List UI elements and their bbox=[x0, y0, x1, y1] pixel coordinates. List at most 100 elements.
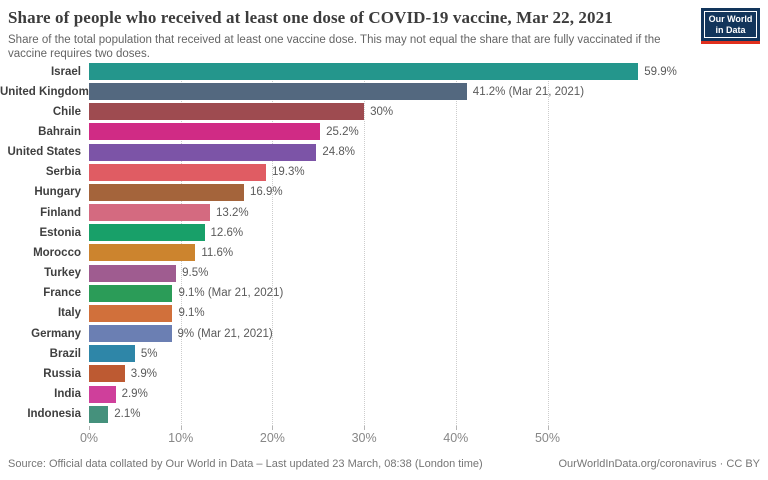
bar-row[interactable]: Italy 9.1% bbox=[0, 304, 768, 322]
value-label: 2.1% bbox=[114, 408, 141, 421]
owid-logo-frame: Our World in Data bbox=[704, 11, 757, 38]
bar-row[interactable]: Indonesia 2.1% bbox=[0, 405, 768, 423]
axis-tick bbox=[455, 426, 457, 430]
value-label: 13.2% bbox=[216, 206, 249, 219]
bar-row[interactable]: Brazil 5% bbox=[0, 345, 768, 363]
bar-row[interactable]: United States 24.8% bbox=[0, 143, 768, 161]
bar-track: 16.9% bbox=[89, 183, 768, 201]
axis-tick bbox=[180, 426, 182, 430]
country-label: France bbox=[43, 287, 81, 300]
bar-row[interactable]: Israel 59.9% bbox=[0, 63, 768, 80]
bar-track: 24.8% bbox=[89, 143, 768, 161]
bar[interactable] bbox=[89, 405, 109, 423]
country-label: Morocco bbox=[33, 246, 81, 259]
bar-row[interactable]: India 2.9% bbox=[0, 385, 768, 403]
bar[interactable] bbox=[89, 224, 205, 242]
source-note: Source: Official data collated by Our Wo… bbox=[8, 458, 483, 470]
bar[interactable] bbox=[89, 83, 467, 101]
bar[interactable] bbox=[89, 103, 365, 121]
bar-track: 19.3% bbox=[89, 163, 768, 181]
owid-logo[interactable]: Our World in Data bbox=[701, 8, 760, 44]
bar[interactable] bbox=[89, 163, 266, 181]
axis-tick bbox=[547, 426, 549, 430]
chart-subtitle: Share of the total population that recei… bbox=[8, 34, 661, 61]
bar[interactable] bbox=[89, 345, 135, 363]
bar-track: 59.9% bbox=[89, 63, 768, 80]
gridline bbox=[547, 63, 549, 426]
bar[interactable] bbox=[89, 204, 211, 222]
bar-row[interactable]: Turkey 9.5% bbox=[0, 264, 768, 282]
value-label: 19.3% bbox=[271, 166, 305, 179]
bar-track: 5% bbox=[89, 345, 768, 363]
bar[interactable] bbox=[89, 183, 244, 201]
bar-row[interactable]: Serbia 19.3% bbox=[0, 163, 768, 181]
country-label: Serbia bbox=[45, 166, 81, 179]
value-label: 12.6% bbox=[210, 226, 244, 239]
bar[interactable] bbox=[89, 244, 196, 262]
axis-tick bbox=[89, 426, 90, 430]
bar-row[interactable]: Chile 30% bbox=[0, 103, 768, 121]
gridline bbox=[455, 63, 457, 426]
bar[interactable] bbox=[89, 365, 125, 383]
country-label: Indonesia bbox=[27, 408, 81, 421]
value-label: 41.2% (Mar 21, 2021) bbox=[472, 85, 585, 98]
bar-track: 41.2% (Mar 21, 2021) bbox=[89, 83, 768, 101]
value-label: 11.6% bbox=[201, 246, 234, 259]
bar-chart: Israel 59.9% United Kingdom 41.2% (Mar 21, … bbox=[0, 63, 768, 426]
owid-logo-line2: in Data bbox=[715, 24, 746, 35]
bar[interactable] bbox=[89, 123, 321, 141]
country-label: Russia bbox=[43, 367, 81, 380]
value-label: 9% (Mar 21, 2021) bbox=[177, 327, 273, 340]
bar-row[interactable]: Hungary 16.9% bbox=[0, 183, 768, 201]
bar[interactable] bbox=[89, 385, 116, 403]
axis-tick-label: 20% bbox=[259, 431, 285, 445]
chart-header: Share of people who received at least on… bbox=[8, 8, 760, 62]
value-label: 25.2% bbox=[326, 125, 359, 138]
bar-rows: Israel 59.9% United Kingdom 41.2% (Mar 21, … bbox=[0, 63, 768, 423]
bar-row[interactable]: Morocco 11.6% bbox=[0, 244, 768, 262]
bar-track: 9% (Mar 21, 2021) bbox=[89, 325, 768, 343]
bar[interactable] bbox=[89, 264, 177, 282]
value-label: 3.9% bbox=[130, 367, 157, 380]
bar-row[interactable]: Germany 9% (Mar 21, 2021) bbox=[0, 325, 768, 343]
country-label: Bahrain bbox=[38, 125, 81, 138]
bar[interactable] bbox=[89, 143, 317, 161]
bar-track: 9.1% (Mar 21, 2021) bbox=[89, 284, 768, 302]
value-label: 16.9% bbox=[249, 186, 283, 199]
axis-tick-label: 30% bbox=[351, 431, 377, 445]
bar-row[interactable]: Finland 13.2% bbox=[0, 204, 768, 222]
axis-tick-label: 40% bbox=[443, 431, 469, 445]
owid-logo-line1: Our World bbox=[708, 14, 753, 25]
gridline bbox=[364, 63, 366, 426]
country-label: Estonia bbox=[39, 226, 81, 239]
chart-title: Share of people who received at least on… bbox=[8, 8, 613, 27]
bar-track: 9.1% bbox=[89, 304, 768, 322]
country-label: Finland bbox=[40, 206, 81, 219]
value-label: 5% bbox=[140, 347, 158, 360]
country-label: Italy bbox=[57, 307, 81, 320]
license-link[interactable]: OurWorldInData.org/coronavirus · CC BY bbox=[558, 458, 760, 470]
value-label: 59.9% bbox=[644, 65, 677, 78]
country-label: Brazil bbox=[49, 347, 81, 360]
value-label: 9.5% bbox=[182, 267, 209, 280]
bar-track: 2.1% bbox=[89, 405, 768, 423]
bar-row[interactable]: Russia 3.9% bbox=[0, 365, 768, 383]
bar-row[interactable]: Estonia 12.6% bbox=[0, 224, 768, 242]
axis-tick bbox=[272, 426, 274, 430]
chart-footer: Source: Official data collated by Our Wo… bbox=[8, 458, 760, 470]
bar[interactable] bbox=[89, 284, 173, 302]
country-label: United Kingdom bbox=[0, 85, 89, 98]
country-label: United States bbox=[7, 146, 82, 159]
bar-track: 25.2% bbox=[89, 123, 768, 141]
bar-row[interactable]: Bahrain 25.2% bbox=[0, 123, 768, 141]
bar[interactable] bbox=[89, 325, 172, 343]
bar-track: 3.9% bbox=[89, 365, 768, 383]
bar[interactable] bbox=[89, 304, 173, 322]
bar-row[interactable]: France 9.1% (Mar 21, 2021) bbox=[0, 284, 768, 302]
country-label: Turkey bbox=[44, 267, 81, 280]
value-label: 24.8% bbox=[322, 146, 356, 159]
value-label: 9.1% bbox=[178, 307, 205, 320]
bar[interactable] bbox=[89, 63, 639, 80]
bar-row[interactable]: United Kingdom 41.2% (Mar 21, 2021) bbox=[0, 83, 768, 101]
value-label: 2.9% bbox=[121, 388, 148, 400]
